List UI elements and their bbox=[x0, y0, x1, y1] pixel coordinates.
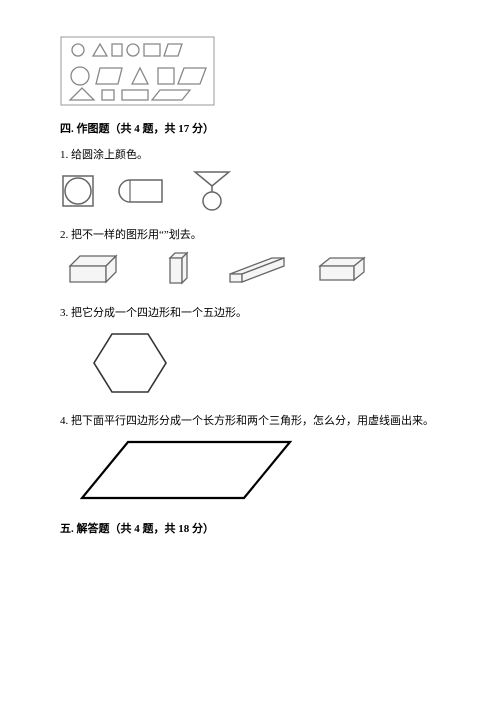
q1-text: 1. 给圆涂上颜色。 bbox=[60, 146, 435, 162]
q4-text: 4. 把下面平行四边形分成一个长方形和两个三角形，怎么分，用虚线画出来。 bbox=[60, 412, 435, 428]
q1-figure bbox=[60, 170, 435, 212]
section-4-title: 四. 作图题（共 4 题，共 17 分） bbox=[60, 120, 435, 136]
q3-figure bbox=[90, 328, 435, 398]
q2-figure bbox=[60, 250, 435, 290]
top-shape-box bbox=[60, 36, 435, 106]
q2-text: 2. 把不一样的图形用“”划去。 bbox=[60, 226, 435, 242]
q3-text: 3. 把它分成一个四边形和一个五边形。 bbox=[60, 304, 435, 320]
section-5-title: 五. 解答题（共 4 题，共 18 分） bbox=[60, 520, 435, 536]
q4-figure bbox=[80, 436, 435, 506]
